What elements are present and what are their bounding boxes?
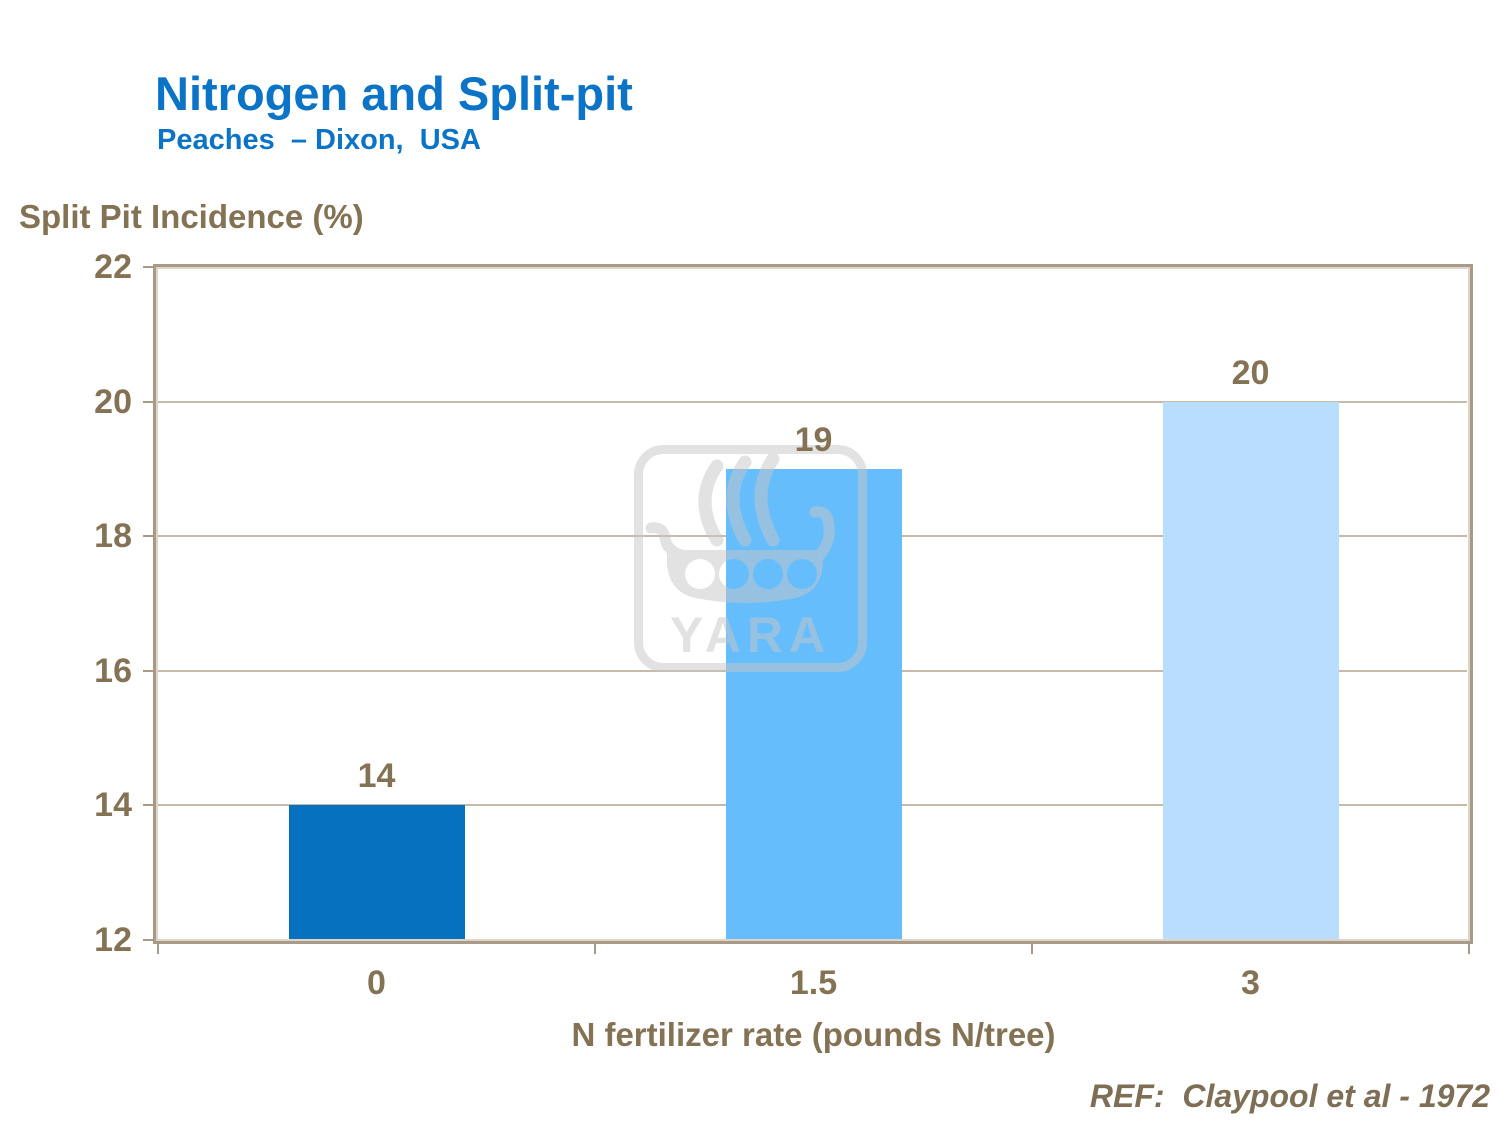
bar-value-label: 14 <box>357 757 396 796</box>
y-tick-label: 12 <box>94 921 132 959</box>
plot-area-border <box>153 264 1473 944</box>
bar-value-label: 20 <box>1231 353 1270 392</box>
y-axis-tick <box>143 400 156 403</box>
y-tick-label: 16 <box>94 651 132 690</box>
y-axis-tick <box>143 266 156 268</box>
y-axis-tick <box>143 804 156 807</box>
y-tick-label: 18 <box>94 517 132 556</box>
x-axis-tick <box>1468 941 1470 954</box>
y-tick-label: 14 <box>94 786 132 825</box>
x-tick-label: 3 <box>1241 964 1260 1002</box>
x-tick-label: 1.5 <box>789 964 838 1002</box>
y-axis-tick <box>143 939 156 941</box>
x-tick-label: 0 <box>367 964 386 1002</box>
x-axis-tick <box>594 941 596 954</box>
slide-subtitle: Peaches – Dixon, USA <box>157 124 481 156</box>
bar-value-label: 19 <box>794 420 833 459</box>
y-axis-title: Split Pit Incidence (%) <box>19 198 364 235</box>
slide-title: Nitrogen and Split-pit <box>155 67 633 120</box>
x-axis-tick <box>1031 941 1033 954</box>
bar <box>288 805 465 939</box>
x-axis-tick <box>157 941 159 954</box>
reference-citation: REF: Claypool et al - 1972 <box>1089 1078 1490 1114</box>
y-axis-tick <box>143 669 156 672</box>
y-tick-label: 22 <box>94 248 132 286</box>
gridline <box>158 400 1467 403</box>
bar <box>1162 401 1339 939</box>
y-axis-tick <box>143 535 156 538</box>
x-axis-title: N fertilizer rate (pounds N/tree) <box>571 1016 1056 1053</box>
y-tick-label: 20 <box>94 382 132 421</box>
